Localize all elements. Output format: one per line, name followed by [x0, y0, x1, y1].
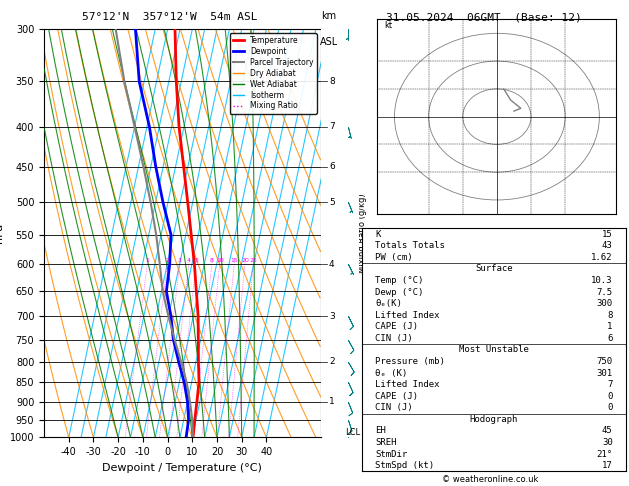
Text: ASL: ASL [320, 37, 338, 47]
Text: PW (cm): PW (cm) [375, 253, 413, 262]
Text: 31.05.2024  06GMT  (Base: 12): 31.05.2024 06GMT (Base: 12) [386, 12, 582, 22]
Text: Hodograph: Hodograph [470, 415, 518, 424]
Text: 5: 5 [329, 198, 335, 207]
Text: Lifted Index: Lifted Index [375, 311, 440, 320]
Text: 43: 43 [602, 241, 613, 250]
Legend: Temperature, Dewpoint, Parcel Trajectory, Dry Adiabat, Wet Adiabat, Isotherm, Mi: Temperature, Dewpoint, Parcel Trajectory… [230, 33, 317, 114]
Text: 25: 25 [250, 258, 257, 263]
Text: CAPE (J): CAPE (J) [375, 392, 418, 400]
Text: 2: 2 [329, 357, 335, 366]
Text: 0: 0 [607, 392, 613, 400]
Text: 3: 3 [178, 258, 182, 263]
Text: 45: 45 [602, 426, 613, 435]
Text: km: km [321, 11, 337, 21]
Text: 8: 8 [607, 311, 613, 320]
Text: 0: 0 [607, 403, 613, 412]
Text: 6: 6 [607, 334, 613, 343]
Text: Surface: Surface [475, 264, 513, 274]
Text: Dewp (°C): Dewp (°C) [375, 288, 423, 296]
Text: 1: 1 [607, 322, 613, 331]
Text: 301: 301 [596, 368, 613, 378]
Text: Pressure (mb): Pressure (mb) [375, 357, 445, 366]
Text: LCL: LCL [345, 428, 360, 436]
Y-axis label: hPa: hPa [0, 223, 4, 243]
Text: θₑ (K): θₑ (K) [375, 368, 407, 378]
Text: 57°12'N  357°12'W  54m ASL: 57°12'N 357°12'W 54m ASL [82, 12, 258, 22]
Text: Mixing Ratio (g/kg): Mixing Ratio (g/kg) [358, 193, 367, 273]
Text: CIN (J): CIN (J) [375, 334, 413, 343]
Text: 15: 15 [602, 230, 613, 239]
Text: 4: 4 [187, 258, 191, 263]
Text: 750: 750 [596, 357, 613, 366]
Text: 8: 8 [210, 258, 214, 263]
Text: 17: 17 [602, 461, 613, 470]
Text: StmSpd (kt): StmSpd (kt) [375, 461, 434, 470]
Text: 8: 8 [329, 77, 335, 86]
Text: kt: kt [384, 21, 392, 30]
Text: Totals Totals: Totals Totals [375, 241, 445, 250]
Text: 4: 4 [329, 260, 335, 269]
Text: 5: 5 [194, 258, 198, 263]
Text: 2: 2 [165, 258, 169, 263]
Text: 1.62: 1.62 [591, 253, 613, 262]
Text: SREH: SREH [375, 438, 396, 447]
X-axis label: Dewpoint / Temperature (°C): Dewpoint / Temperature (°C) [103, 463, 262, 473]
Text: 7: 7 [329, 122, 335, 131]
Text: K: K [375, 230, 381, 239]
Text: Lifted Index: Lifted Index [375, 380, 440, 389]
Text: CIN (J): CIN (J) [375, 403, 413, 412]
Text: 10.3: 10.3 [591, 276, 613, 285]
Text: 1: 1 [145, 258, 149, 263]
Text: 7.5: 7.5 [596, 288, 613, 296]
Text: 21°: 21° [596, 450, 613, 459]
Text: θₑ(K): θₑ(K) [375, 299, 402, 308]
Text: Most Unstable: Most Unstable [459, 346, 529, 354]
Text: 15: 15 [230, 258, 238, 263]
Text: CAPE (J): CAPE (J) [375, 322, 418, 331]
Text: 10: 10 [216, 258, 224, 263]
Text: 300: 300 [596, 299, 613, 308]
Text: 20: 20 [241, 258, 249, 263]
Text: 1: 1 [329, 397, 335, 406]
Text: EH: EH [375, 426, 386, 435]
Text: 7: 7 [607, 380, 613, 389]
Text: © weatheronline.co.uk: © weatheronline.co.uk [442, 474, 539, 484]
Text: 6: 6 [329, 162, 335, 171]
Text: 30: 30 [602, 438, 613, 447]
Text: 3: 3 [329, 312, 335, 321]
Text: Temp (°C): Temp (°C) [375, 276, 423, 285]
Text: StmDir: StmDir [375, 450, 407, 459]
